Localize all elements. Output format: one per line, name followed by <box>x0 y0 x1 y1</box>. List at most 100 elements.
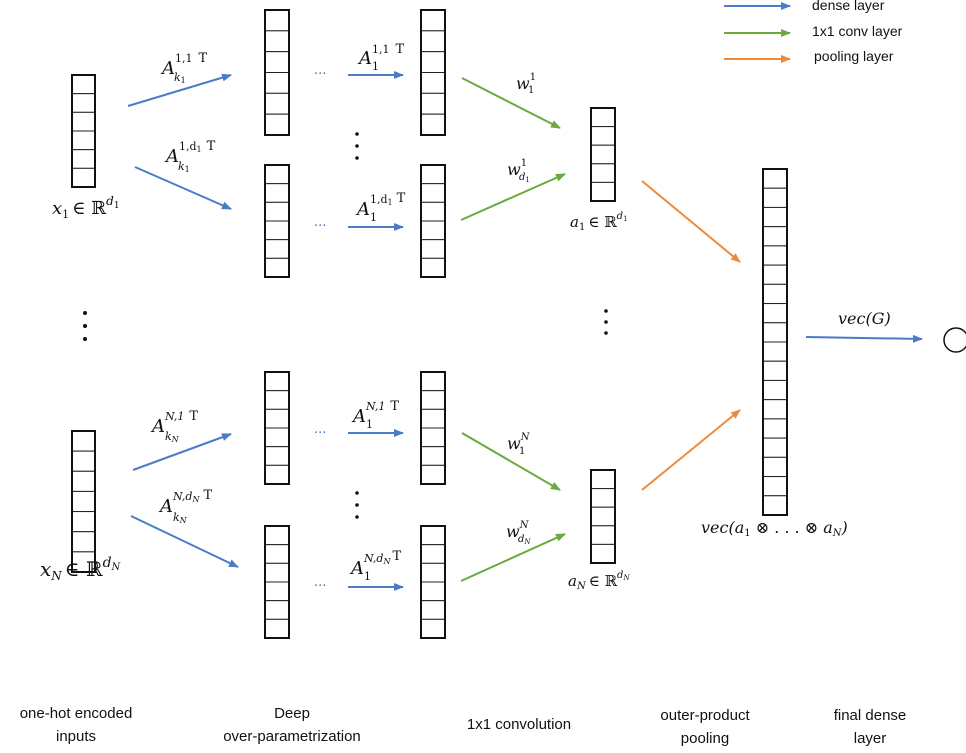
arrow-xN-to-d21 <box>132 433 232 471</box>
stage-final-line2: layer <box>854 730 887 747</box>
vector-cell <box>762 360 788 381</box>
vector-cell <box>264 618 290 639</box>
ellipsis-row-4: ··· <box>314 579 326 594</box>
label-A-1-Nd-sub: 1 <box>364 570 371 583</box>
vector-cell <box>420 30 446 53</box>
vector-cell <box>264 201 290 222</box>
vector-cell <box>264 183 290 203</box>
vector-cell <box>420 525 446 546</box>
vector-cell <box>590 126 616 146</box>
vector-cell <box>762 418 788 439</box>
vector-cell <box>590 506 616 527</box>
vector-cell <box>420 51 446 73</box>
vector-cell <box>420 183 446 203</box>
vector-cell <box>71 490 96 513</box>
vector-cell <box>590 144 616 165</box>
vector-cell <box>762 226 788 247</box>
vector-cell <box>71 149 96 169</box>
vector-frame <box>420 9 446 136</box>
vector-cell <box>762 264 788 285</box>
vector-frame <box>590 469 616 564</box>
ellipsis-row-1: ··· <box>314 67 326 82</box>
label-w-1-d: w1 <box>507 158 527 179</box>
vector-cell <box>420 257 446 278</box>
label-A-kN-N1-sub: kN <box>165 430 180 444</box>
vector-cell <box>71 531 96 553</box>
vector-cell <box>264 9 290 32</box>
pool-arrows <box>641 180 741 491</box>
stage-conv: 1x1 convolution <box>467 716 571 733</box>
label-aN: aN ∈ ℝdN <box>568 570 630 592</box>
vector-cell <box>420 408 446 429</box>
input-vector-xN <box>71 430 96 573</box>
stage-inputs-line1: one-hot encoded <box>20 705 133 722</box>
label-A-k1-1d-sub: k1 <box>178 160 190 174</box>
vector-cell <box>420 562 446 583</box>
label-A-kN-Nd: AN,dN T <box>158 488 212 517</box>
vector-cell <box>762 476 788 497</box>
vector-cell <box>71 470 96 492</box>
vector-cell <box>264 408 290 429</box>
vector-cell <box>71 130 96 151</box>
label-A-1-1d-sub: 1 <box>370 211 377 224</box>
legend-pool-label: pooling layer <box>814 48 894 64</box>
label-A-1-11: A1,1 T <box>357 42 405 69</box>
vector-cell <box>762 322 788 343</box>
stage-labels: one-hot encoded inputs Deep over-paramet… <box>20 705 907 747</box>
deep-vector-1-d-a <box>264 164 290 278</box>
output-node <box>943 327 966 353</box>
vector-frame <box>71 430 96 573</box>
vector-cell <box>264 464 290 485</box>
dense-arrows <box>127 71 923 591</box>
arrow-a1-to-G <box>641 180 741 263</box>
vector-cell <box>590 525 616 545</box>
label-A-1-N1: AN,1 T <box>351 399 399 427</box>
vector-cell <box>420 427 446 448</box>
label-w-N-d-sub: dN <box>518 534 531 546</box>
vector-cell <box>71 167 96 188</box>
vector-cell <box>762 379 788 401</box>
vertical-ellipsis-deep-top <box>355 132 359 160</box>
label-A-kN-N1: AN,1 T <box>150 409 198 437</box>
deep-vector-N-d-a <box>264 525 290 639</box>
conv-vector-aN <box>590 469 616 564</box>
vector-cell <box>762 495 788 516</box>
legend-dense-label: dense layer <box>812 0 885 13</box>
deep-vector-N-1-a <box>264 371 290 485</box>
vector-cell <box>762 341 788 362</box>
label-xN: xN ∈ ℝdN <box>40 555 122 583</box>
vector-cell <box>71 93 96 113</box>
vector-cell <box>762 399 788 420</box>
vector-cell <box>264 30 290 53</box>
vector-cell <box>762 187 788 208</box>
stage-pool-line1: outer-product <box>660 707 750 724</box>
label-w-1-1-sub: 1 <box>528 85 534 96</box>
vector-frame <box>590 107 616 202</box>
vector-frame <box>71 74 96 188</box>
vector-cell <box>264 72 290 94</box>
vector-cell <box>71 450 96 472</box>
vector-frame <box>264 371 290 485</box>
label-w-1-1: w1 <box>516 72 536 93</box>
stage-deep-line2: over-parametrization <box>223 728 361 745</box>
vector-cell <box>420 390 446 410</box>
conv-vector-a1 <box>590 107 616 202</box>
vector-cell <box>264 371 290 392</box>
vector-cell <box>420 446 446 466</box>
vector-cell <box>590 107 616 128</box>
vector-cell <box>264 390 290 410</box>
vector-cell <box>264 92 290 115</box>
pooled-vector <box>762 168 788 516</box>
vector-cell <box>420 201 446 222</box>
label-w-N-1-sub: 1 <box>519 446 525 457</box>
vector-frame <box>264 525 290 639</box>
vector-cell <box>420 9 446 32</box>
deep-vector-1-1-a <box>264 9 290 136</box>
vector-cell <box>264 446 290 466</box>
arrow-aN-to-G <box>641 409 741 491</box>
vector-cell <box>762 283 788 305</box>
vector-cell <box>71 111 96 132</box>
label-a1: a1 ∈ ℝd1 <box>570 211 628 233</box>
vector-cell <box>420 164 446 185</box>
